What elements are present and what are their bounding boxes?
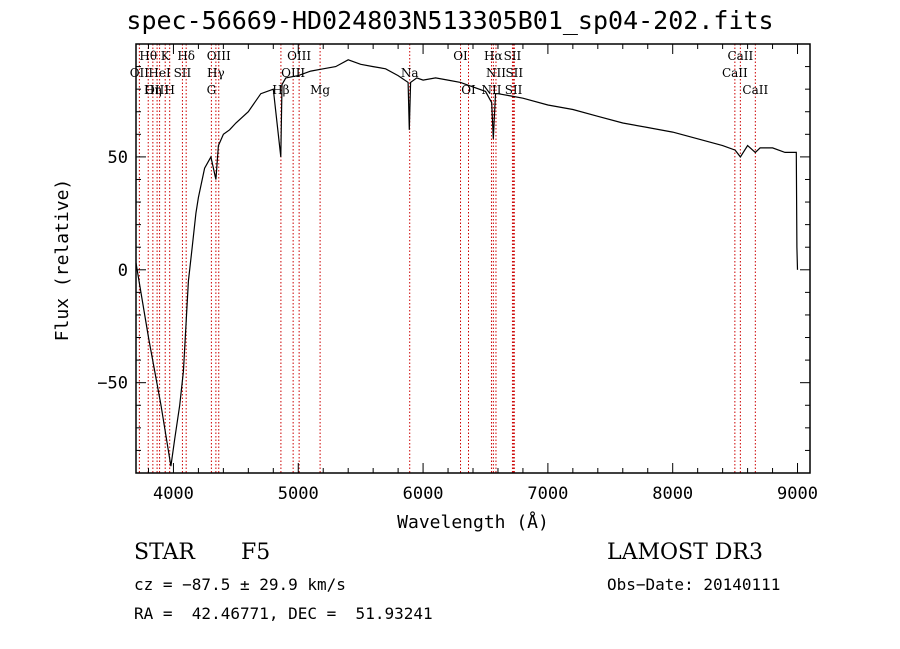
spectral-line-label: OII [130, 66, 150, 80]
spectral-line-markers [138, 44, 756, 473]
spectral-line-label: OIII [207, 49, 231, 63]
x-tick-label: 9000 [777, 484, 818, 504]
spectral-line-label: NII [486, 66, 506, 80]
spectral-line-label: K [161, 49, 171, 63]
x-tick-label: 4000 [153, 484, 194, 504]
spectral-line-label: CaII [722, 66, 748, 80]
spectral-line-label: Hθ [139, 49, 157, 63]
spectral-line-label: Hα [484, 49, 503, 63]
survey-name: LAMOST DR3 [607, 540, 763, 565]
y-axis: 50 0 −50 [97, 66, 810, 451]
spectral-line-label: CaII [742, 83, 768, 97]
object-subclass: F5 [241, 540, 271, 565]
x-tick-label: 5000 [278, 484, 319, 504]
chart-title: spec-56669-HD024803N513305B01_sp04-202.f… [126, 6, 774, 35]
coordinates: RA = 42.46771, DEC = 51.93241 [134, 604, 433, 623]
x-tick-label: 7000 [527, 484, 568, 504]
plot-frame [135, 43, 811, 474]
spectral-line-label: OIII [281, 66, 305, 80]
spectral-line-label: Hδ [177, 49, 195, 63]
spectral-line-label: OIII [287, 49, 311, 63]
redshift-cz: cz = −87.5 ± 29.9 km/s [134, 575, 346, 594]
object-class: STAR [134, 540, 195, 565]
spectral-line-label: HeI [148, 66, 171, 80]
spectral-line-label: SII [504, 49, 522, 63]
spectral-line-label: Hβ [272, 83, 289, 97]
spectral-line-label: OI [453, 49, 468, 63]
spectral-line-label: H [164, 83, 174, 97]
x-axis: 4000 5000 6000 7000 8000 9000 [147, 44, 818, 504]
y-tick-label: 50 [108, 148, 128, 168]
y-axis-label: Flux (relative) [52, 179, 73, 342]
y-tick-label: −50 [97, 374, 128, 394]
spectral-line-label: G [207, 83, 217, 97]
spectral-line-label: Na [401, 66, 419, 80]
observation-date: Obs−Date: 20140111 [607, 575, 781, 594]
spectrum-series-line [135, 59, 799, 467]
y-tick-label: 0 [118, 261, 128, 281]
spectral-line-label: SII [505, 66, 523, 80]
spectral-line-label: SII [174, 66, 192, 80]
spectral-line-label: Hγ [207, 66, 225, 80]
spectral-line-label: Hη [144, 83, 162, 97]
spectral-line-label: Mg [310, 83, 330, 97]
x-axis-label: Wavelength (Å) [397, 511, 549, 533]
x-tick-label: 8000 [652, 484, 693, 504]
spectral-line-label: NII [481, 83, 501, 97]
spectral-line-label: OIII [145, 83, 169, 97]
x-tick-label: 6000 [403, 484, 444, 504]
spectral-line-label: CaII [727, 49, 753, 63]
spectral-line-label: SII [505, 83, 523, 97]
